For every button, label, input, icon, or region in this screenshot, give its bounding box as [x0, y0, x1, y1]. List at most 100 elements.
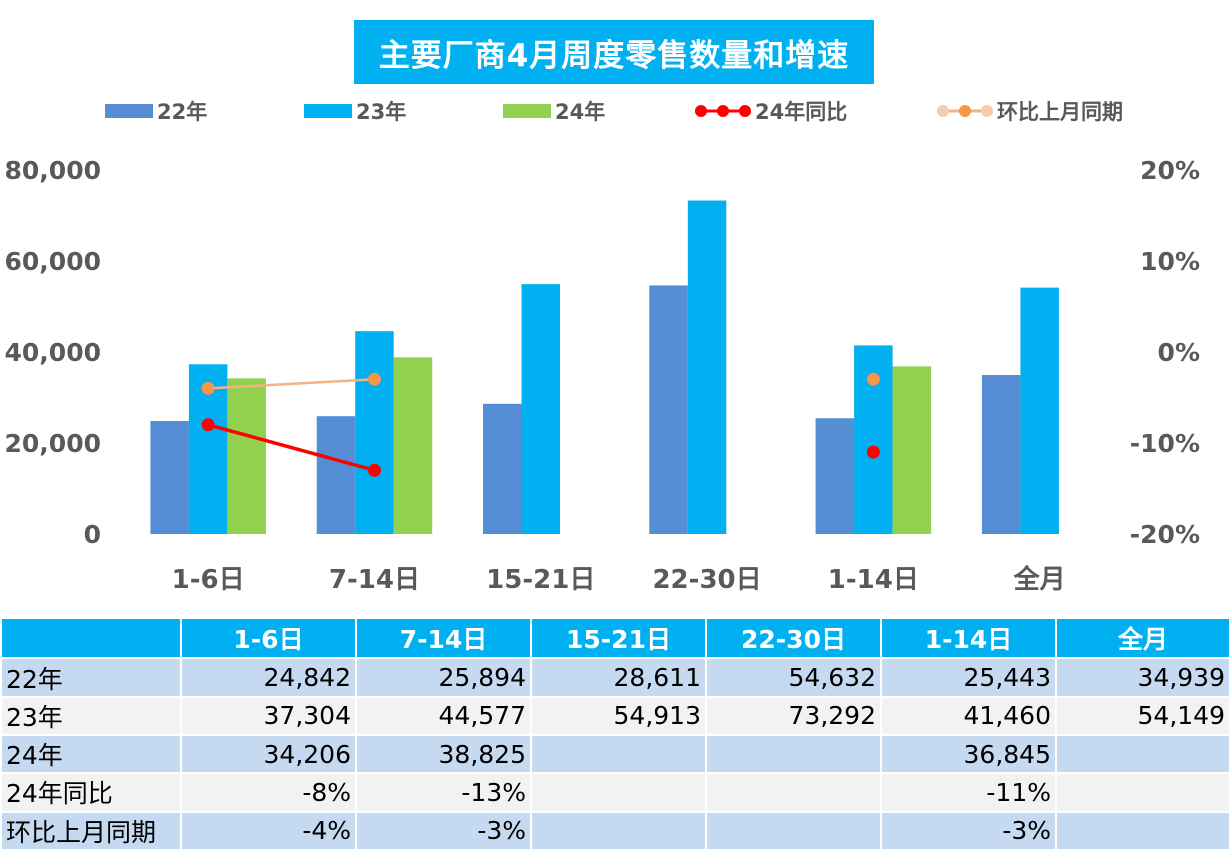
table-header-cell: 1-6日 — [180, 616, 357, 660]
table-row-label: 22年 — [0, 657, 182, 698]
legend-item-24: 24年 — [503, 96, 605, 126]
legend-swatch-22 — [105, 104, 153, 118]
table-cell: -3% — [355, 810, 532, 851]
table-cell: -13% — [355, 772, 532, 813]
legend-label-23: 23年 — [356, 100, 407, 124]
bar-23年 — [1020, 287, 1059, 534]
table-row-label: 环比上月同期 — [0, 810, 182, 851]
table-header-cell: 全月 — [1055, 616, 1229, 660]
table-cell: -4% — [180, 810, 357, 851]
table-row-label: 23年 — [0, 695, 182, 737]
table-row: 环比上月同期 -4% -3% -3% — [0, 810, 1229, 851]
point-环比上月同期 — [866, 372, 880, 386]
bar-23年 — [687, 200, 727, 534]
y-right-tick-label: -10% — [1130, 429, 1200, 458]
table-row: 23年 37,304 44,577 54,913 73,292 41,460 5… — [0, 695, 1229, 737]
bar-22年 — [316, 416, 356, 534]
bar-22年 — [815, 418, 855, 534]
point-24年同比 — [367, 463, 381, 477]
table-header-cell: 7-14日 — [355, 616, 532, 660]
y-right-tick-label: 10% — [1140, 247, 1200, 276]
legend-label-mom: 环比上月同期 — [997, 100, 1123, 124]
legend-item-yoy: 24年同比 — [693, 96, 847, 126]
table-cell: -11% — [880, 772, 1057, 813]
table-header-row: 1-6日 7-14日 15-21日 22-30日 1-14日 全月 — [0, 616, 1229, 660]
bar-23年 — [521, 284, 560, 534]
y-right-tick-label: 0% — [1158, 338, 1200, 367]
bar-24年 — [393, 357, 433, 534]
table-cell — [530, 733, 707, 775]
table-header-cell: 1-14日 — [880, 616, 1057, 660]
chart-plot: 0 20,000 40,000 60,000 80,000 -20% -10% 0% 10% 20… — [5, 156, 1200, 595]
y-left-tick-label: 0 — [84, 520, 101, 549]
table-cell: 25,443 — [880, 657, 1057, 698]
table-cell: -3% — [880, 810, 1057, 851]
table-row-label: 24年同比 — [0, 772, 182, 813]
table-row: 24年 34,206 38,825 36,845 — [0, 733, 1229, 775]
bar-22年 — [981, 375, 1021, 534]
point-24年同比 — [866, 445, 880, 459]
bar-24年 — [892, 366, 932, 534]
chart-title: 主要厂商4月周度零售数量和增速 — [354, 20, 874, 84]
table-row-label: 24年 — [0, 733, 182, 775]
legend-item-mom: 环比上月同期 — [935, 96, 1123, 126]
table-cell: 44,577 — [355, 695, 532, 737]
legend-item-22: 22年 — [105, 96, 207, 126]
x-tick-label: 全月 — [1013, 564, 1066, 595]
y-left-tick-label: 40,000 — [5, 338, 101, 367]
table-cell: 73,292 — [705, 695, 882, 737]
x-tick-label: 1-14日 — [828, 565, 919, 595]
legend-line-marker-orange — [937, 105, 993, 117]
bar-22年 — [150, 420, 189, 534]
point-环比上月同期 — [367, 372, 381, 386]
data-table: 1-6日 7-14日 15-21日 22-30日 1-14日 全月 22年 24… — [0, 616, 1229, 851]
table-header-cell — [0, 616, 182, 660]
bar-22年 — [483, 403, 522, 534]
legend-swatch-24 — [503, 104, 551, 118]
line-环比上月同期 — [208, 378, 375, 390]
table-cell: 34,206 — [180, 733, 357, 775]
table-cell: 24,842 — [180, 657, 357, 698]
bar-23年 — [355, 331, 394, 534]
x-tick-label: 1-6日 — [172, 565, 245, 595]
table-row: 22年 24,842 25,894 28,611 54,632 25,443 3… — [0, 657, 1229, 698]
table-cell: 25,894 — [355, 657, 532, 698]
table-cell: 41,460 — [880, 695, 1057, 737]
point-24年同比 — [201, 418, 215, 432]
table-header-cell: 15-21日 — [530, 616, 707, 660]
table-cell — [530, 810, 707, 851]
x-tick-label: 22-30日 — [652, 565, 761, 595]
table-cell: 34,939 — [1055, 657, 1229, 698]
table-header-cell: 22-30日 — [705, 616, 882, 660]
y-right-tick-label: -20% — [1130, 520, 1200, 549]
table-cell: 36,845 — [880, 733, 1057, 775]
table-cell — [705, 772, 882, 813]
x-tick-label: 15-21日 — [486, 565, 595, 595]
legend-swatch-23 — [304, 104, 352, 118]
table-cell: 38,825 — [355, 733, 532, 775]
legend-line-marker-red — [695, 105, 751, 117]
bar-24年 — [227, 378, 266, 534]
table-cell: 37,304 — [180, 695, 357, 737]
table-cell — [1055, 810, 1229, 851]
line-24年同比 — [207, 423, 375, 472]
y-left-tick-label: 60,000 — [5, 247, 101, 276]
x-tick-label: 7-14日 — [329, 565, 420, 595]
legend-item-23: 23年 — [304, 96, 406, 126]
legend-label-yoy: 24年同比 — [755, 100, 848, 124]
table-cell: 54,149 — [1055, 695, 1229, 737]
bar-22年 — [649, 285, 688, 534]
legend-label-22: 22年 — [157, 100, 208, 124]
y-left-tick-label: 20,000 — [5, 429, 101, 458]
y-left-tick-label: 80,000 — [5, 156, 101, 185]
table-cell: 28,611 — [530, 657, 707, 698]
table-row: 24年同比 -8% -13% -11% — [0, 772, 1229, 813]
y-right-tick-label: 20% — [1140, 156, 1200, 185]
table-cell — [1055, 733, 1229, 775]
table-cell — [1055, 772, 1229, 813]
legend-label-24: 24年 — [555, 100, 606, 124]
chart-area: 0 20,000 40,000 60,000 80,000 -20% -10% 0% 10% 20… — [4, 20, 1200, 595]
point-环比上月同期 — [201, 381, 215, 395]
table-cell: 54,632 — [705, 657, 882, 698]
table-cell — [705, 733, 882, 775]
